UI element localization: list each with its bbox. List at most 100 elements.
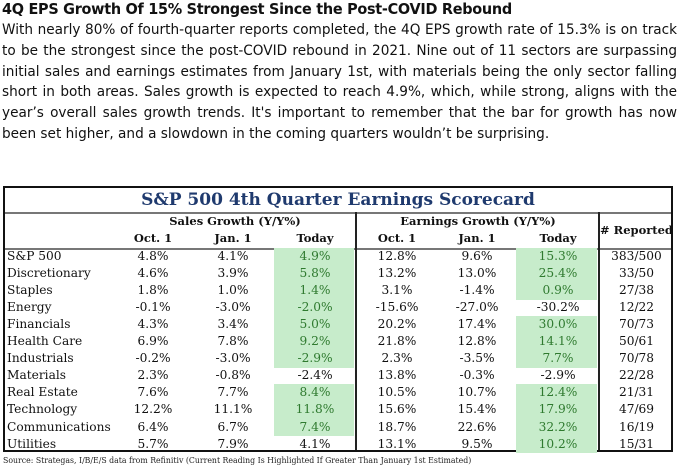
- earnings-oct1-cell: -15.6%: [375, 300, 419, 315]
- sales-oct1-cell: 2.3%: [137, 368, 169, 383]
- earnings-jan1-header: Jan. 1: [458, 231, 496, 245]
- sales-oct1-cell: 7.6%: [137, 385, 169, 400]
- sector-label: Real Estate: [7, 385, 78, 400]
- sales-oct1-header: Oct. 1: [133, 231, 173, 245]
- sales-today-cell: 4.9%: [299, 249, 331, 263]
- earnings-oct1-cell: 2.3%: [381, 351, 413, 366]
- sales-today-cell: 4.1%: [299, 436, 331, 451]
- highlight-earnings-today: [516, 265, 597, 283]
- reported-cell: 15/31: [618, 436, 655, 451]
- table-row: Communications 6.4% 18.7% 6.7% 22.6% 7.4% 32.2…: [5, 419, 671, 436]
- article-body: With nearly 80% of fourth-quarter report…: [2, 21, 678, 142]
- sector-label: S&P 500: [7, 249, 62, 263]
- reported-cell: 70/73: [618, 317, 655, 332]
- scorecard-title: S&P 500 4th Quarter Earnings Scorecard: [5, 188, 671, 214]
- earnings-oct1-cell: 13.8%: [377, 368, 417, 383]
- earnings-today-cell: 10.2%: [538, 436, 578, 451]
- table-row: Energy -0.1% -15.6% -3.0% -27.0% -2.0% -30.2% 1…: [5, 299, 671, 316]
- sales-today-cell: -2.9%: [297, 351, 333, 366]
- earnings-today-header: Today: [539, 231, 577, 245]
- earnings-today-cell: 12.4%: [538, 385, 578, 400]
- reported-cell: 33/50: [618, 266, 655, 281]
- earnings-oct1-cell: 15.6%: [377, 402, 417, 417]
- sales-jan1-cell: 3.9%: [217, 266, 249, 281]
- earnings-reported-divider: [598, 212, 600, 450]
- table-row: Staples 1.8% 3.1% 1.0% -1.4% 1.4% 0.9% 27/38: [5, 282, 671, 299]
- earnings-oct1-cell: 21.8%: [377, 334, 417, 349]
- earnings-today-cell: 32.2%: [538, 419, 578, 434]
- sales-today-cell: 8.4%: [299, 385, 331, 400]
- sales-jan1-cell: 7.7%: [217, 385, 249, 400]
- sector-label: Utilities: [7, 436, 57, 451]
- reported-header: # Reported: [600, 223, 673, 237]
- earnings-jan1-cell: 9.6%: [461, 249, 493, 263]
- earnings-jan1-cell: 17.4%: [457, 317, 497, 332]
- earnings-oct1-cell: 10.5%: [377, 385, 417, 400]
- sales-growth-header: Sales Growth (Y/Y%): [169, 214, 301, 228]
- earnings-today-cell: 25.4%: [538, 266, 578, 281]
- earnings-oct1-cell: 12.8%: [377, 249, 417, 263]
- sales-today-cell: 7.4%: [299, 419, 331, 434]
- sales-oct1-cell: 6.4%: [137, 419, 169, 434]
- sales-oct1-cell: 6.9%: [137, 334, 169, 349]
- table-row: S&P 500 4.8% 12.8% 4.1% 9.6% 4.9% 15.3% 383/500: [5, 248, 671, 265]
- highlight-earnings-today: [516, 384, 597, 402]
- earnings-jan1-cell: -3.5%: [459, 351, 495, 366]
- earnings-today-cell: -30.2%: [536, 300, 580, 315]
- sales-jan1-cell: 4.1%: [217, 249, 249, 263]
- highlight-sales-today: [274, 418, 354, 437]
- highlight-sales-today: [274, 384, 354, 402]
- table-row: Real Estate 7.6% 10.5% 7.7% 10.7% 8.4% 12.4% 21…: [5, 384, 671, 401]
- sales-today-cell: -2.4%: [297, 368, 333, 383]
- table-row: Industrials -0.2% 2.3% -3.0% -3.5% -2.9% 7.7% 7…: [5, 350, 671, 367]
- sales-today-cell: 1.4%: [299, 283, 331, 298]
- sales-oct1-cell: 4.6%: [137, 266, 169, 281]
- earnings-today-cell: 0.9%: [542, 283, 574, 298]
- earnings-oct1-cell: 3.1%: [381, 283, 413, 298]
- sales-today-cell: 5.8%: [299, 266, 331, 281]
- table-row: Utilities 5.7% 13.1% 7.9% 9.5% 4.1% 10.2% 15/31: [5, 436, 671, 453]
- earnings-jan1-cell: 10.7%: [457, 385, 497, 400]
- sector-label: Staples: [7, 283, 53, 298]
- sales-oct1-cell: 1.8%: [137, 283, 169, 298]
- highlight-earnings-today: [516, 418, 597, 437]
- sector-label: Financials: [7, 317, 71, 332]
- highlight-earnings-today: [516, 316, 597, 334]
- earnings-today-cell: 7.7%: [542, 351, 574, 366]
- earnings-jan1-cell: 9.5%: [461, 436, 493, 451]
- highlight-sales-today: [274, 299, 354, 317]
- earnings-today-cell: -2.9%: [540, 368, 576, 383]
- earnings-jan1-cell: -1.4%: [459, 283, 495, 298]
- sales-jan1-header: Jan. 1: [214, 231, 252, 245]
- highlight-sales-today: [274, 248, 354, 266]
- earnings-oct1-cell: 18.7%: [377, 419, 417, 434]
- sales-jan1-cell: 3.4%: [217, 317, 249, 332]
- earnings-scorecard-table: S&P 500 4th Quarter Earnings Scorecard S…: [3, 186, 673, 454]
- earnings-oct1-cell: 13.2%: [377, 266, 417, 281]
- sales-jan1-cell: 11.1%: [213, 402, 253, 417]
- earnings-growth-header: Earnings Growth (Y/Y%): [400, 214, 556, 228]
- earnings-jan1-cell: 15.4%: [457, 402, 497, 417]
- earnings-jan1-cell: 12.8%: [457, 334, 497, 349]
- source-note: Source: Strategas, I/B/E/S data from Ref…: [3, 455, 472, 465]
- sales-oct1-cell: 5.7%: [137, 436, 169, 451]
- sector-label: Discretionary: [7, 266, 91, 281]
- sector-label: Health Care: [7, 334, 83, 349]
- sales-jan1-cell: 1.0%: [217, 283, 249, 298]
- sector-label: Energy: [7, 300, 52, 315]
- sector-label: Industrials: [7, 351, 74, 366]
- highlight-earnings-today: [516, 401, 597, 419]
- earnings-today-cell: 14.1%: [538, 334, 578, 349]
- highlight-sales-today: [274, 282, 354, 300]
- highlight-earnings-today: [516, 333, 597, 351]
- sales-jan1-cell: 6.7%: [217, 419, 249, 434]
- earnings-oct1-cell: 20.2%: [377, 317, 417, 332]
- sales-oct1-cell: -0.1%: [135, 300, 171, 315]
- sales-today-cell: 11.8%: [295, 402, 335, 417]
- reported-cell: 47/69: [618, 402, 655, 417]
- highlight-earnings-today: [516, 435, 597, 454]
- reported-cell: 21/31: [618, 385, 655, 400]
- table-row: Financials 4.3% 20.2% 3.4% 17.4% 5.0% 30.0% 70/…: [5, 316, 671, 333]
- sales-earnings-divider: [355, 212, 357, 450]
- reported-cell: 50/61: [618, 334, 655, 349]
